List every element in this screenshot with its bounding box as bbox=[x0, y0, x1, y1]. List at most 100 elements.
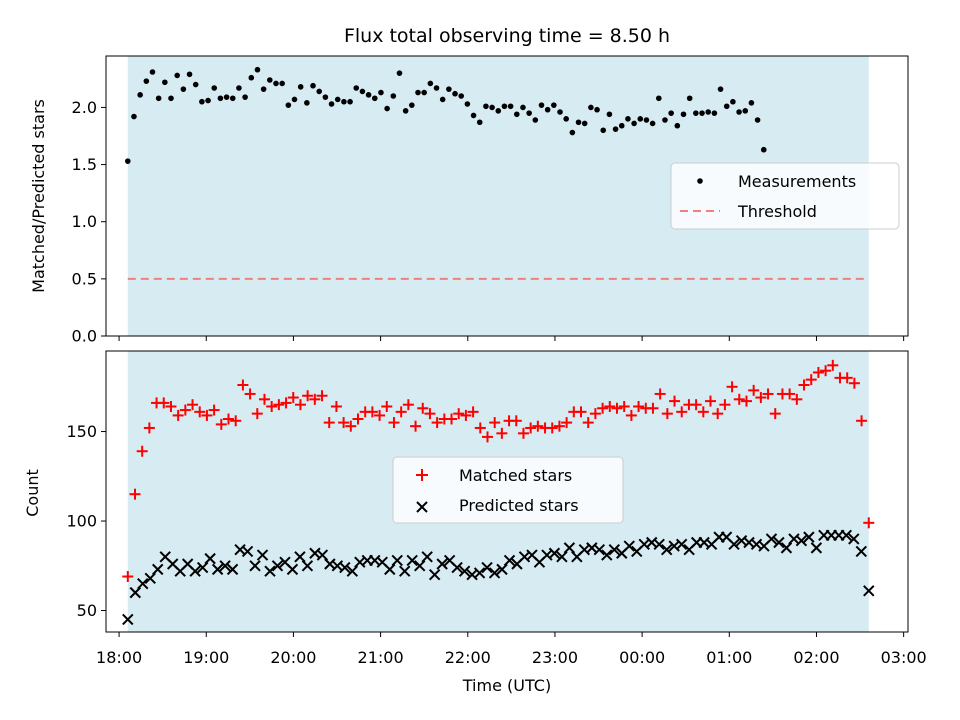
measurement-point bbox=[557, 109, 563, 115]
ratio-panel: 0.00.51.01.52.0 Matched/Predicted stars … bbox=[29, 55, 909, 346]
matched-star-point bbox=[762, 388, 774, 400]
measurement-point bbox=[359, 88, 366, 95]
measurement-point bbox=[347, 98, 353, 105]
matched-star-point bbox=[201, 409, 213, 421]
matched-star-point bbox=[280, 397, 292, 409]
predicted-star-point bbox=[384, 563, 396, 576]
predicted-star-point bbox=[728, 538, 740, 551]
predicted-star-point bbox=[660, 543, 673, 556]
matched-star-point bbox=[158, 397, 170, 409]
predicted-star-point bbox=[346, 565, 359, 577]
matched-star-point bbox=[676, 406, 688, 418]
measurement-point bbox=[612, 126, 619, 132]
top-y-tick-label: 1.0 bbox=[72, 212, 97, 231]
matched-star-point bbox=[633, 400, 645, 412]
measurement-point bbox=[464, 101, 471, 107]
measurement-point bbox=[180, 86, 187, 92]
matched-star-point bbox=[740, 395, 752, 407]
measurement-point bbox=[717, 86, 724, 92]
matched-star-point bbox=[856, 415, 868, 427]
predicted-star-point bbox=[563, 542, 576, 554]
measurement-point bbox=[748, 100, 755, 106]
predicted-star-points bbox=[122, 529, 875, 626]
matched-star-point bbox=[402, 399, 414, 411]
x-tick-label: 22:00 bbox=[445, 648, 491, 667]
matched-star-point bbox=[424, 408, 436, 420]
matched-star-point bbox=[460, 409, 472, 421]
legend-measurements-label: Measurements bbox=[738, 172, 856, 191]
measurement-point bbox=[458, 93, 465, 99]
measurement-point bbox=[168, 95, 174, 102]
predicted-star-point bbox=[848, 533, 860, 545]
predicted-star-point bbox=[773, 536, 785, 549]
matched-star-point bbox=[690, 399, 702, 411]
measurement-point bbox=[310, 82, 316, 89]
matched-star-point bbox=[417, 402, 429, 414]
matched-star-point bbox=[446, 413, 458, 425]
measurement-point bbox=[322, 94, 329, 100]
predicted-star-point bbox=[436, 558, 448, 570]
measurement-point bbox=[205, 97, 211, 104]
measurement-point bbox=[124, 158, 131, 164]
matched-star-point bbox=[223, 413, 235, 425]
measurement-point bbox=[297, 84, 304, 90]
x-tick-label: 23:00 bbox=[532, 648, 578, 667]
x-tick-label: 00:00 bbox=[619, 648, 665, 667]
measurement-point bbox=[730, 98, 736, 105]
matched-star-point bbox=[597, 402, 609, 414]
predicted-star-point bbox=[256, 549, 269, 561]
matched-star-point bbox=[143, 422, 155, 434]
matched-star-point bbox=[661, 408, 673, 420]
top-y-tick-label: 2.0 bbox=[72, 98, 97, 117]
top-y-axis-label: Matched/Predicted stars bbox=[29, 99, 48, 293]
matched-star-point bbox=[784, 388, 796, 400]
predicted-star-point bbox=[451, 561, 463, 574]
x-tick-label: 19:00 bbox=[183, 648, 229, 667]
legend-matched-marker bbox=[416, 469, 428, 481]
matched-star-point bbox=[848, 377, 860, 389]
measurement-point bbox=[433, 85, 440, 91]
matched-star-point bbox=[625, 409, 637, 421]
legend-threshold-label: Threshold bbox=[737, 202, 817, 221]
matched-star-point bbox=[237, 379, 249, 391]
measurement-point bbox=[680, 111, 687, 118]
measurement-point bbox=[409, 102, 415, 108]
top-legend-box bbox=[670, 162, 900, 230]
predicted-star-point bbox=[428, 569, 441, 581]
measurement-point bbox=[686, 95, 693, 102]
measurement-point bbox=[643, 117, 650, 123]
matched-star-point bbox=[647, 402, 659, 414]
matched-star-point bbox=[510, 415, 522, 427]
predicted-star-point bbox=[765, 533, 778, 545]
predicted-star-point bbox=[458, 565, 471, 577]
measurement-point bbox=[631, 120, 637, 127]
matched-star-point bbox=[136, 445, 148, 457]
matched-star-point bbox=[244, 388, 256, 400]
predicted-star-point bbox=[653, 538, 665, 551]
predicted-star-point bbox=[548, 547, 561, 559]
measurement-point bbox=[248, 74, 255, 81]
matched-star-point bbox=[431, 417, 443, 429]
top-x-ticks bbox=[118, 336, 905, 341]
matched-star-point bbox=[669, 395, 681, 407]
predicted-star-point bbox=[226, 563, 239, 576]
predicted-star-point bbox=[211, 563, 224, 576]
matched-star-point bbox=[410, 420, 422, 432]
measurement-point bbox=[334, 96, 341, 103]
predicted-star-point bbox=[339, 561, 351, 574]
predicted-star-point bbox=[863, 585, 875, 597]
matched-star-point bbox=[122, 571, 134, 583]
measurement-point bbox=[199, 98, 205, 105]
measurement-point bbox=[155, 95, 162, 102]
matched-star-point bbox=[287, 392, 299, 404]
measurement-point bbox=[174, 72, 180, 79]
x-axis-label: Time (UTC) bbox=[462, 676, 551, 695]
measurement-point bbox=[723, 103, 730, 110]
predicted-star-point bbox=[593, 543, 606, 556]
measurement-point bbox=[378, 89, 384, 96]
measurement-point bbox=[304, 100, 310, 106]
measurement-point bbox=[415, 89, 421, 96]
matched-star-point bbox=[467, 406, 479, 418]
measurement-point bbox=[211, 85, 218, 91]
predicted-star-point bbox=[271, 560, 284, 572]
